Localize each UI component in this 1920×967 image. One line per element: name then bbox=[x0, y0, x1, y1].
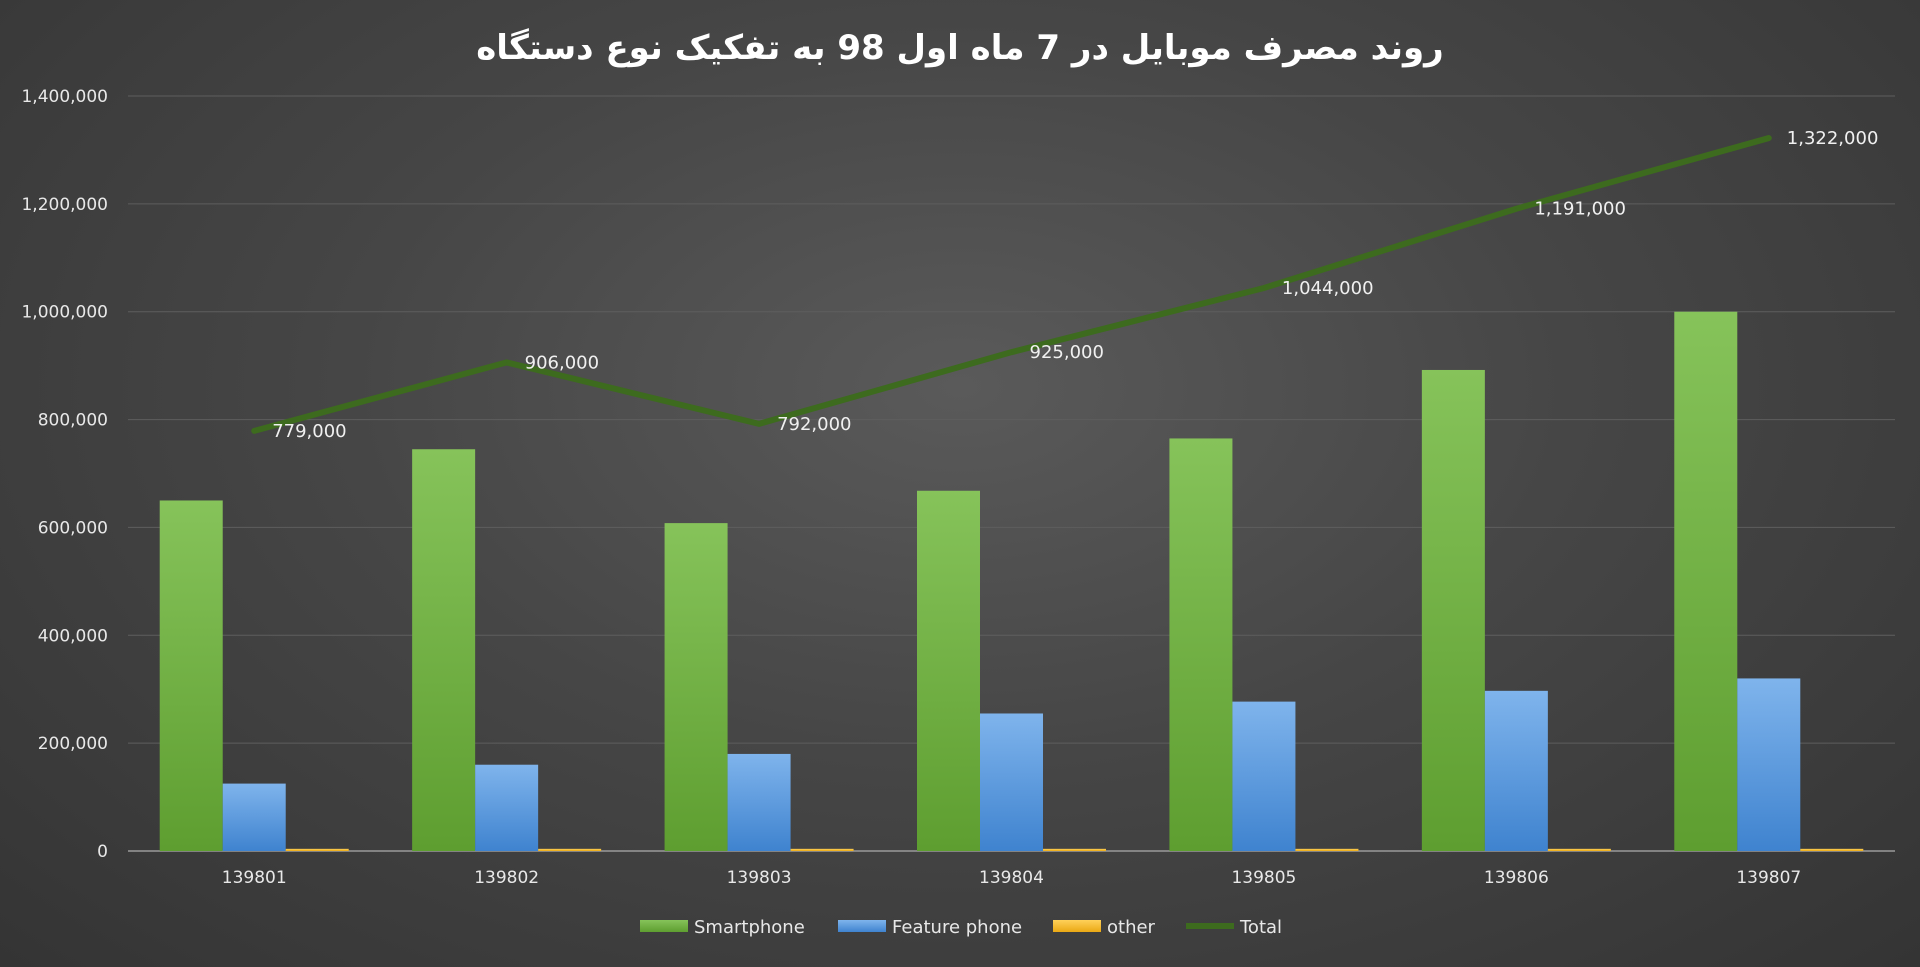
bar-smartphone-139806 bbox=[1421, 369, 1485, 851]
bar-feature-phone-139801 bbox=[222, 783, 286, 851]
bar-smartphone-139802 bbox=[412, 449, 476, 851]
bar-feature-phone-139802 bbox=[475, 764, 539, 851]
total-line bbox=[251, 135, 1772, 434]
total-point-139801 bbox=[253, 430, 255, 432]
total-data-label: 792,000 bbox=[777, 414, 851, 435]
x-tick-label: 139802 bbox=[474, 868, 539, 888]
bar-other-139803 bbox=[790, 848, 854, 851]
total-series-line bbox=[251, 135, 1772, 434]
y-axis-ticks: 0 200,000 400,000 600,000 800,000 1,000,000 1,… bbox=[21, 87, 108, 862]
bars bbox=[159, 311, 1864, 851]
bar-smartphone-139801 bbox=[159, 500, 223, 851]
total-point-139806 bbox=[1515, 208, 1517, 210]
legend-label-other: other bbox=[1107, 917, 1156, 938]
x-tick-label: 139803 bbox=[727, 868, 792, 888]
total-data-label: 1,322,000 bbox=[1787, 128, 1879, 149]
bar-smartphone-139805 bbox=[1169, 438, 1233, 851]
bar-other-139807 bbox=[1800, 848, 1864, 851]
data-labels: 779,000 906,000 792,000 925,000 1,044,000 1,1… bbox=[272, 128, 1878, 442]
bar-smartphone-139807 bbox=[1674, 311, 1738, 851]
bar-other-139805 bbox=[1295, 848, 1359, 851]
legend-label-total: Total bbox=[1239, 917, 1282, 938]
x-tick-label: 139801 bbox=[222, 868, 287, 888]
legend-swatch-other bbox=[1053, 920, 1101, 932]
bar-other-139801 bbox=[285, 848, 349, 851]
x-axis-ticks: 139801 139802 139803 139804 139805 139806 1398… bbox=[222, 868, 1801, 888]
bar-feature-phone-139806 bbox=[1484, 690, 1548, 851]
bar-other-139806 bbox=[1547, 848, 1611, 851]
total-point-139802 bbox=[506, 361, 508, 363]
bar-other-139804 bbox=[1043, 848, 1106, 851]
total-data-label: 925,000 bbox=[1030, 342, 1104, 363]
total-data-label: 1,191,000 bbox=[1534, 199, 1626, 220]
total-data-label: 1,044,000 bbox=[1282, 278, 1374, 299]
y-tick-label: 1,200,000 bbox=[21, 195, 108, 215]
bar-feature-phone-139804 bbox=[980, 713, 1043, 851]
total-point-139804 bbox=[1011, 351, 1012, 353]
x-tick-label: 139804 bbox=[979, 868, 1044, 888]
total-point-139807 bbox=[1768, 137, 1770, 139]
y-tick-label: 1,000,000 bbox=[21, 303, 108, 323]
bar-feature-phone-139803 bbox=[727, 753, 791, 851]
legend-label-smartphone: Smartphone bbox=[694, 917, 805, 938]
bar-feature-phone-139807 bbox=[1737, 678, 1801, 851]
total-data-label: 779,000 bbox=[272, 421, 346, 442]
legend-swatch-smartphone bbox=[640, 920, 688, 932]
y-tick-label: 800,000 bbox=[38, 411, 108, 431]
y-tick-label: 1,400,000 bbox=[21, 87, 108, 107]
total-point-139805 bbox=[1263, 287, 1265, 289]
total-data-label: 906,000 bbox=[525, 352, 599, 373]
legend-label-feature-phone: Feature phone bbox=[892, 917, 1022, 938]
bar-feature-phone-139805 bbox=[1232, 701, 1296, 851]
chart-title: روند مصرف موبایل در 7 ماه اول 98 به تفکی… bbox=[476, 28, 1444, 68]
bar-smartphone-139804 bbox=[917, 490, 980, 851]
x-tick-label: 139806 bbox=[1484, 868, 1549, 888]
bar-smartphone-139803 bbox=[664, 523, 728, 851]
legend-swatch-feature-phone bbox=[838, 920, 886, 932]
y-tick-label: 200,000 bbox=[38, 734, 108, 754]
y-tick-label: 600,000 bbox=[38, 518, 108, 538]
x-tick-label: 139805 bbox=[1231, 868, 1296, 888]
y-tick-label: 0 bbox=[97, 842, 108, 862]
total-point-139803 bbox=[758, 423, 760, 425]
legend: Smartphone Feature phone other Total bbox=[640, 917, 1282, 938]
x-tick-label: 139807 bbox=[1736, 868, 1801, 888]
bar-other-139802 bbox=[538, 848, 602, 851]
y-tick-label: 400,000 bbox=[38, 626, 108, 646]
